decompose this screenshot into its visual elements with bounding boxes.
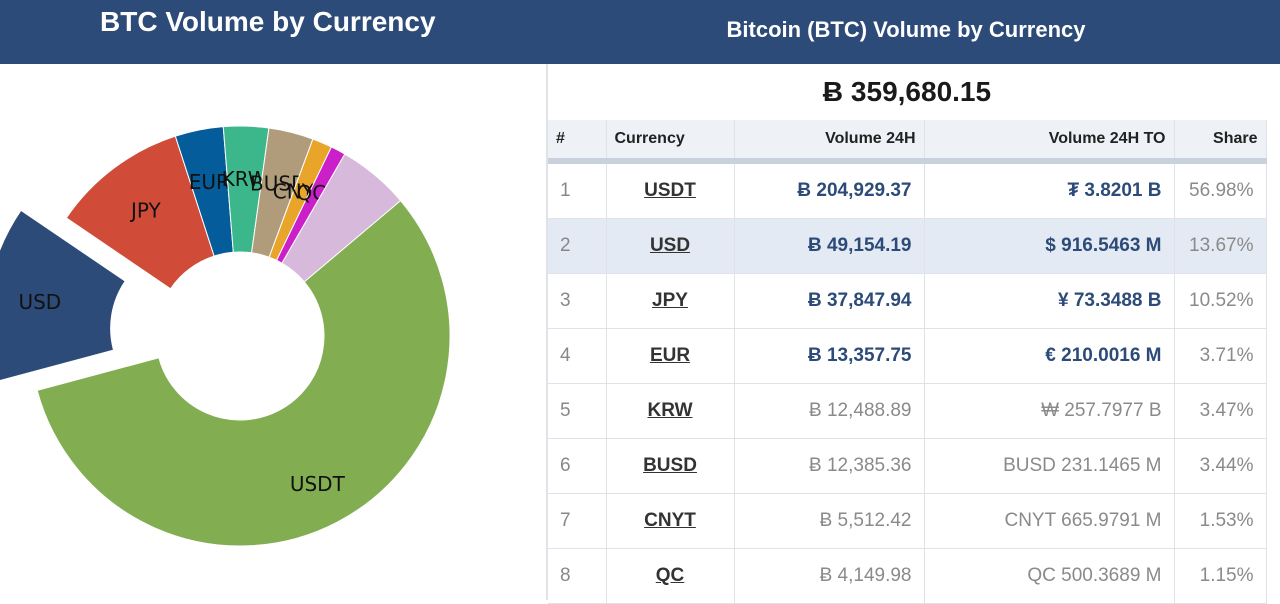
row-volume-to: € 210.0016 M bbox=[924, 328, 1175, 384]
donut-label-usd: USD bbox=[18, 290, 61, 314]
row-share: 3.44% bbox=[1174, 438, 1267, 494]
row-volume-to: BUSD 231.1465 M bbox=[924, 438, 1175, 494]
row-volume: Ƀ 13,357.75 bbox=[734, 328, 925, 384]
currency-link[interactable]: JPY bbox=[652, 290, 688, 311]
table-row[interactable]: 1 USDT Ƀ 204,929.37 ₮ 3.8201 B 56.98% bbox=[548, 161, 1267, 219]
col-currency[interactable]: Currency bbox=[606, 120, 735, 164]
volume-table: # Currency Volume 24H Volume 24H TO Shar… bbox=[548, 120, 1267, 604]
total-volume: Ƀ 359,680.15 bbox=[822, 76, 992, 107]
row-currency-cell: JPY bbox=[606, 273, 735, 329]
currency-link[interactable]: BUSD bbox=[643, 455, 697, 476]
currency-link[interactable]: USDT bbox=[644, 180, 696, 201]
donut-slice-other[interactable] bbox=[281, 153, 402, 283]
col-share[interactable]: Share bbox=[1174, 120, 1267, 164]
donut-label-krw: KRW bbox=[222, 167, 268, 191]
row-rank: 7 bbox=[548, 493, 607, 549]
volume-table-panel: Ƀ 359,680.15 # Currency Volume 24H Volum… bbox=[546, 64, 1280, 604]
row-volume-to: ₮ 3.8201 B bbox=[924, 161, 1175, 219]
row-rank: 3 bbox=[548, 273, 607, 329]
row-volume-to: ₩ 257.7977 B bbox=[924, 383, 1175, 439]
table-row[interactable]: 7 CNYT Ƀ 5,512.42 CNYT 665.9791 M 1.53% bbox=[548, 493, 1267, 549]
row-currency-cell: EUR bbox=[606, 328, 735, 384]
row-volume: Ƀ 204,929.37 bbox=[734, 161, 925, 219]
row-share: 10.52% bbox=[1174, 273, 1267, 329]
row-currency-cell: BUSD bbox=[606, 438, 735, 494]
col-volume[interactable]: Volume 24H bbox=[734, 120, 925, 164]
row-volume: Ƀ 37,847.94 bbox=[734, 273, 925, 329]
row-share: 1.53% bbox=[1174, 493, 1267, 549]
table-row[interactable]: 4 EUR Ƀ 13,357.75 € 210.0016 M 3.71% bbox=[548, 328, 1267, 384]
currency-link[interactable]: USD bbox=[649, 235, 691, 256]
currency-link[interactable]: QC bbox=[655, 565, 685, 586]
donut-slice-usdt[interactable] bbox=[36, 199, 451, 547]
row-rank: 2 bbox=[548, 218, 607, 274]
row-volume: Ƀ 12,488.89 bbox=[734, 383, 925, 439]
table-row[interactable]: 8 QC Ƀ 4,149.98 QC 500.3689 M 1.15% bbox=[548, 548, 1267, 604]
row-volume-to: CNYT 665.9791 M bbox=[924, 493, 1175, 549]
row-volume-to: $ 916.5463 M bbox=[924, 218, 1175, 274]
table-title: Bitcoin (BTC) Volume by Currency bbox=[726, 17, 1086, 42]
row-volume-to: QC 500.3689 M bbox=[924, 548, 1175, 604]
table-row[interactable]: 6 BUSD Ƀ 12,385.36 BUSD 231.1465 M 3.44% bbox=[548, 438, 1267, 494]
row-rank: 4 bbox=[548, 328, 607, 384]
row-rank: 8 bbox=[548, 548, 607, 604]
row-rank: 5 bbox=[548, 383, 607, 439]
row-currency-cell: QC bbox=[606, 548, 735, 604]
row-share: 3.47% bbox=[1174, 383, 1267, 439]
chart-title: BTC Volume by Currency bbox=[100, 6, 436, 37]
row-volume: Ƀ 4,149.98 bbox=[734, 548, 925, 604]
row-currency-cell: KRW bbox=[606, 383, 735, 439]
col-rank[interactable]: # bbox=[548, 120, 607, 164]
row-volume-to: ¥ 73.3488 B bbox=[924, 273, 1175, 329]
row-share: 1.15% bbox=[1174, 548, 1267, 604]
currency-link[interactable]: CNYT bbox=[644, 510, 696, 531]
row-currency-cell: USDT bbox=[606, 161, 735, 219]
row-rank: 6 bbox=[548, 438, 607, 494]
row-rank: 1 bbox=[548, 161, 607, 219]
row-share: 13.67% bbox=[1174, 218, 1267, 274]
row-share: 56.98% bbox=[1174, 161, 1267, 219]
currency-link[interactable]: KRW bbox=[647, 400, 693, 421]
donut-label-jpy: JPY bbox=[129, 198, 162, 222]
col-volume-to[interactable]: Volume 24H TO bbox=[924, 120, 1175, 164]
header-bar: BTC Volume by Currency Bitcoin (BTC) Vol… bbox=[0, 0, 1280, 64]
table-row[interactable]: 3 JPY Ƀ 37,847.94 ¥ 73.3488 B 10.52% bbox=[548, 273, 1267, 329]
donut-label-usdt: USDT bbox=[290, 472, 346, 496]
currency-link[interactable]: EUR bbox=[649, 345, 691, 366]
row-currency-cell: USD bbox=[606, 218, 735, 274]
row-volume: Ƀ 12,385.36 bbox=[734, 438, 925, 494]
table-header-row: # Currency Volume 24H Volume 24H TO Shar… bbox=[548, 120, 1267, 164]
row-currency-cell: CNYT bbox=[606, 493, 735, 549]
donut-slice-usd[interactable] bbox=[0, 209, 126, 382]
table-row[interactable]: 2 USD Ƀ 49,154.19 $ 916.5463 M 13.67% bbox=[548, 218, 1267, 274]
table-body: 1 USDT Ƀ 204,929.37 ₮ 3.8201 B 56.98% 2 USD Ƀ 4… bbox=[548, 161, 1267, 604]
row-volume: Ƀ 5,512.42 bbox=[734, 493, 925, 549]
table-row[interactable]: 5 KRW Ƀ 12,488.89 ₩ 257.7977 B 3.47% bbox=[548, 383, 1267, 439]
row-share: 3.71% bbox=[1174, 328, 1267, 384]
donut-label-eur: EUR bbox=[189, 170, 230, 194]
row-volume: Ƀ 49,154.19 bbox=[734, 218, 925, 274]
